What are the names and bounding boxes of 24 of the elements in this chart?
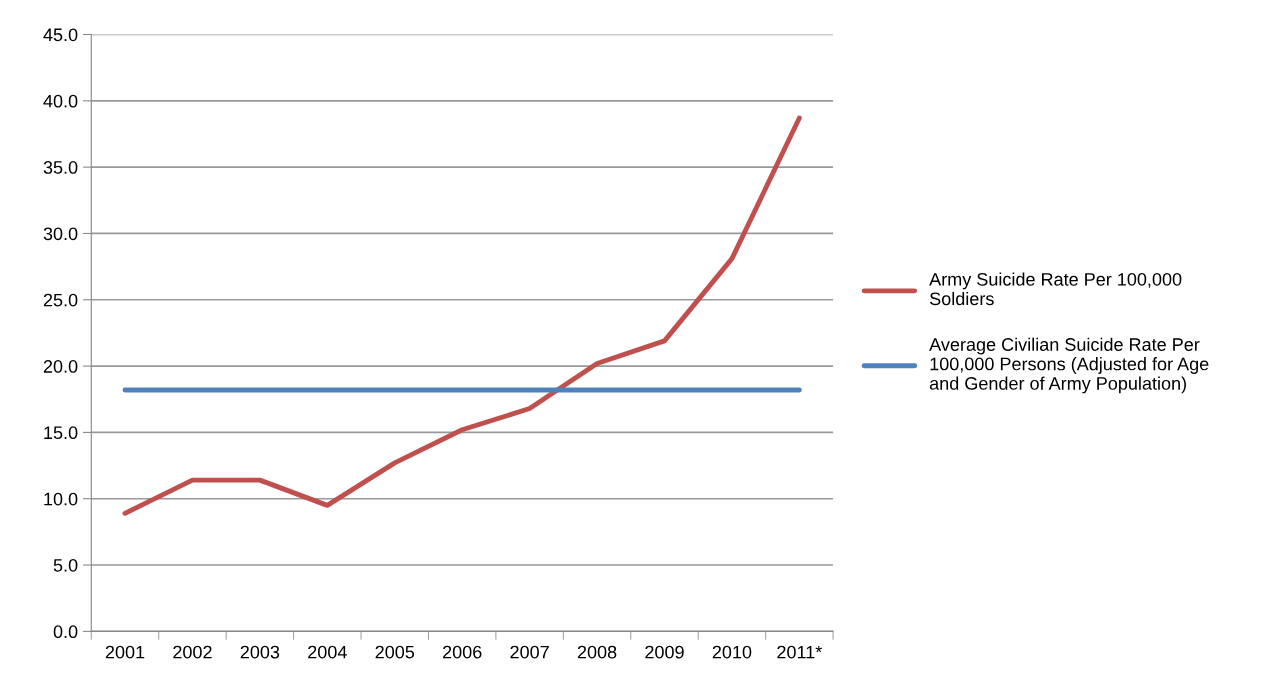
x-tick-label: 2006 — [443, 645, 482, 659]
y-tick-label: 45.0 — [43, 28, 78, 42]
y-tick-label: 40.0 — [43, 94, 78, 108]
x-tick-label: 2005 — [375, 645, 415, 659]
x-tick-label: 2004 — [308, 645, 347, 659]
x-tick-label: 2009 — [645, 645, 684, 659]
legend-label: Army Suicide Rate Per 100,000 Soldiers — [929, 272, 1182, 306]
legend-label: Average Civilian Suicide Rate Per 100,000 Persons (Adjusted for Age and Gender of Army Population) — [929, 337, 1209, 394]
x-tick-label: 2001 — [105, 645, 145, 659]
x-tick-label: 2002 — [173, 645, 212, 659]
y-tick-label: 35.0 — [43, 161, 78, 174]
x-tick-label: 2007 — [510, 645, 549, 659]
line-series — [122, 115, 802, 516]
x-tick-label: 2003 — [240, 645, 280, 659]
x-tick-label: 2008 — [577, 645, 617, 659]
y-tick-label: 30.0 — [43, 227, 78, 241]
y-tick-label: 25.0 — [43, 293, 78, 307]
y-tick-label: 15.0 — [44, 426, 78, 440]
y-tick-label: 10.0 — [44, 492, 78, 506]
y-tick-label: 0.0 — [53, 625, 78, 639]
x-tick-label: 2011* — [777, 645, 823, 659]
y-tick-label: 20.0 — [43, 360, 78, 373]
x-tick-label: 2010 — [712, 645, 752, 659]
y-tick-label: 5.0 — [53, 558, 78, 572]
